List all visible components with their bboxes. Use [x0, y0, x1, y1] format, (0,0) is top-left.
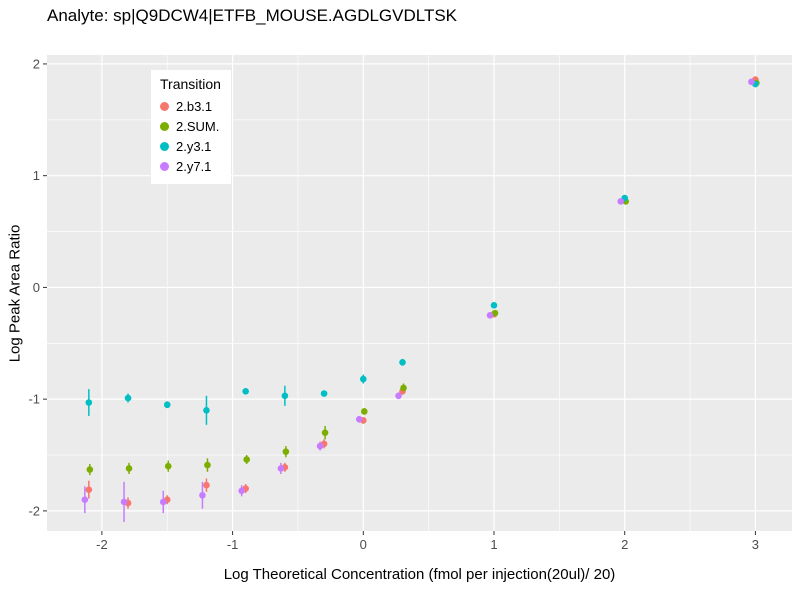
- data-point: [243, 456, 250, 463]
- y-tick-label: 2: [33, 56, 40, 71]
- data-point: [281, 392, 289, 400]
- data-point: [316, 442, 324, 450]
- x-axis-label: Log Theoretical Concentration (fmol per …: [223, 566, 616, 583]
- legend: Transition 2.b3.1 2.SUM. 2.y3.1 2.y7.1: [151, 70, 231, 184]
- data-point: [617, 198, 625, 205]
- data-point: [359, 375, 367, 383]
- data-point: [124, 394, 132, 402]
- data-point: [748, 78, 755, 86]
- data-point: [204, 461, 211, 469]
- x-tick-label: -1: [227, 537, 239, 552]
- chart-title: Analyte: sp|Q9DCW4|ETFB_MOUSE.AGDLGVDLTS…: [47, 6, 458, 25]
- x-tick-label: 0: [360, 537, 367, 552]
- legend-item-label: 2.y7.1: [176, 158, 212, 174]
- x-tick-label: -2: [96, 537, 108, 552]
- data-point: [395, 392, 402, 400]
- legend-item: 2.b3.1: [160, 97, 221, 115]
- legend-key-dot: [160, 121, 169, 131]
- data-point: [321, 429, 329, 436]
- legend-item-label: 2.y3.1: [176, 138, 212, 154]
- data-point: [238, 487, 245, 495]
- legend-key-dot: [160, 161, 169, 171]
- data-point: [159, 498, 167, 506]
- data-point: [203, 407, 210, 414]
- data-point: [320, 390, 328, 397]
- y-tick-label: 1: [33, 168, 40, 183]
- data-point: [85, 399, 93, 406]
- legend-item-label: 2.SUM.: [176, 118, 220, 134]
- data-point: [163, 401, 171, 409]
- legend-key-dot: [160, 101, 169, 111]
- legend-title: Transition: [160, 76, 221, 92]
- data-point: [81, 496, 89, 504]
- data-point: [490, 301, 498, 309]
- data-point: [242, 388, 249, 395]
- data-point: [125, 465, 133, 472]
- y-tick-label: -1: [28, 392, 40, 407]
- data-point: [199, 491, 206, 499]
- x-tick-label: 1: [490, 537, 497, 552]
- data-point: [399, 358, 406, 366]
- x-tick-label: 2: [621, 537, 628, 552]
- legend-item: 2.y3.1: [160, 137, 221, 155]
- data-point: [120, 498, 128, 506]
- legend-key-dot: [160, 141, 169, 151]
- data-point: [164, 462, 172, 470]
- y-tick-label: -2: [28, 503, 40, 518]
- data-point: [360, 408, 368, 415]
- data-point: [400, 384, 407, 392]
- data-point: [355, 415, 363, 423]
- x-tick-label: 3: [752, 537, 759, 552]
- data-point: [282, 448, 290, 455]
- data-point: [491, 309, 499, 317]
- legend-items: 2.b3.1 2.SUM. 2.y3.1 2.y7.1: [160, 97, 221, 175]
- data-point: [86, 466, 94, 473]
- data-point: [203, 481, 210, 489]
- data-point: [277, 465, 285, 472]
- y-axis-label: Log Peak Area Ratio: [6, 224, 24, 362]
- y-axis-label-container: Log Peak Area Ratio: [4, 55, 26, 531]
- data-point: [486, 312, 494, 319]
- legend-item-label: 2.b3.1: [176, 98, 213, 114]
- legend-item: 2.SUM.: [160, 117, 221, 135]
- y-tick-label: 0: [33, 280, 40, 295]
- legend-item: 2.y7.1: [160, 157, 221, 175]
- data-point: [85, 486, 93, 493]
